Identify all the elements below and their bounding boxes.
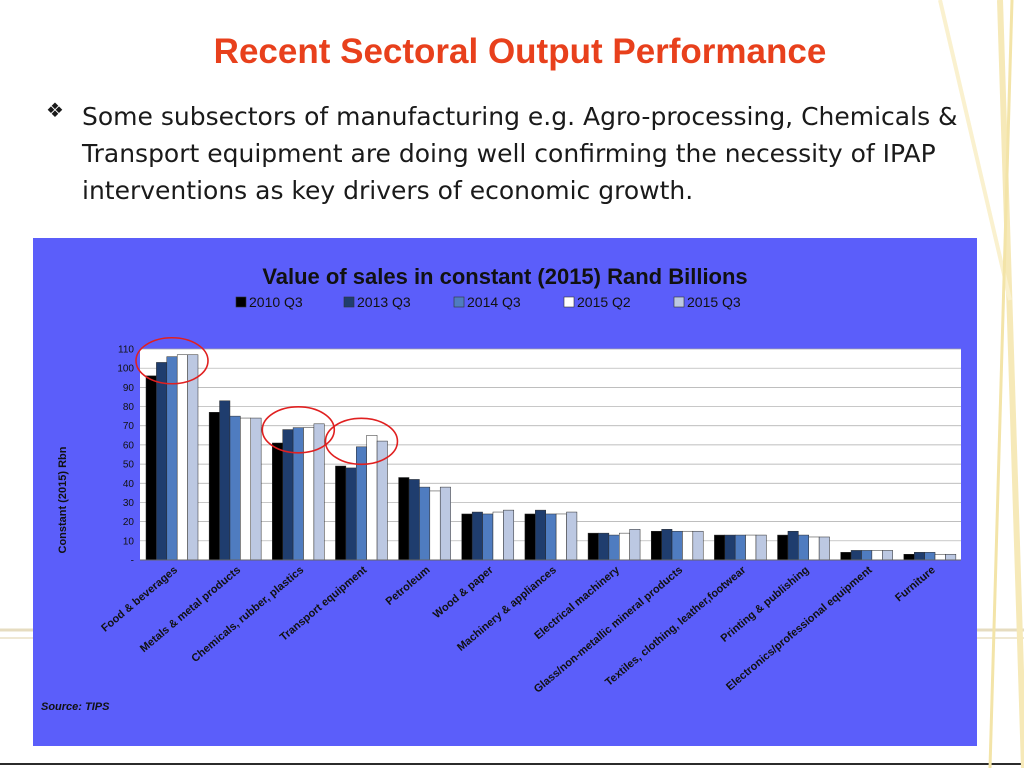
y-tick-label: 100: [117, 364, 134, 375]
sales-bar-chart: Value of sales in constant (2015) Rand B…: [33, 238, 977, 746]
bar: [745, 534, 757, 561]
bar: [461, 513, 473, 561]
diamond-bullet-icon: ❖: [46, 98, 64, 122]
bar: [934, 553, 946, 561]
bar: [250, 417, 262, 561]
bar: [840, 552, 852, 561]
legend-label: 2010 Q3: [249, 294, 303, 310]
bar: [303, 427, 315, 561]
bar: [924, 552, 936, 561]
bar: [492, 511, 504, 561]
bar: [482, 513, 494, 561]
legend-label: 2015 Q2: [577, 294, 631, 310]
bar: [398, 477, 410, 561]
bar: [945, 553, 957, 561]
bar: [229, 415, 241, 561]
highlight-circle: [324, 417, 399, 466]
y-tick-label: 110: [118, 345, 134, 356]
highlight-circle: [135, 336, 209, 385]
legend-swatch: [235, 296, 247, 308]
bar: [871, 550, 883, 561]
bar: [629, 529, 641, 561]
bar: [282, 429, 294, 561]
bar: [366, 435, 378, 561]
bar: [650, 530, 662, 561]
bar: [419, 486, 431, 561]
bar: [439, 486, 451, 561]
y-tick-label: -: [131, 556, 134, 567]
bar: [429, 490, 441, 561]
bar: [787, 530, 799, 561]
bar: [608, 534, 620, 561]
bar: [882, 550, 893, 561]
bar: [524, 513, 536, 561]
bar: [798, 534, 809, 561]
bar: [187, 354, 199, 561]
bar: [587, 532, 599, 561]
decor-line: [938, 0, 1012, 301]
bar: [861, 550, 873, 561]
bar: [714, 534, 726, 561]
decor-line: [997, 0, 1024, 768]
bar: [313, 423, 325, 561]
y-tick-label: 20: [123, 517, 135, 528]
bar: [682, 530, 694, 561]
bar: [913, 552, 925, 561]
bar: [619, 532, 630, 561]
bar: [240, 417, 252, 561]
legend-label: 2014 Q3: [467, 294, 521, 310]
legend-label: 2015 Q3: [687, 294, 741, 310]
bar: [692, 530, 704, 561]
bar: [661, 529, 673, 561]
y-tick-label: 30: [123, 498, 135, 509]
bar: [734, 534, 746, 561]
bar: [808, 536, 820, 561]
bar: [272, 442, 283, 561]
legend-swatch: [343, 296, 355, 308]
bar: [335, 465, 347, 561]
bar: [176, 354, 188, 561]
bar: [724, 534, 736, 561]
bar: [156, 362, 168, 561]
chart-title: Value of sales in constant (2015) Rand B…: [262, 264, 747, 289]
bar: [345, 467, 357, 561]
bar: [818, 536, 830, 561]
y-tick-label: 50: [123, 460, 135, 471]
legend-swatch: [673, 296, 685, 308]
bar: [166, 356, 178, 561]
slide-title: Recent Sectoral Output Performance: [213, 32, 827, 71]
chart-source: Source: TIPS: [41, 701, 110, 713]
bar: [535, 509, 546, 561]
decor-line: [988, 0, 1014, 768]
bar: [598, 532, 610, 561]
bar: [219, 400, 231, 561]
y-axis-label: Constant (2015) Rbn: [57, 446, 69, 553]
bar: [777, 534, 789, 561]
y-tick-label: 90: [123, 383, 135, 394]
bar: [850, 550, 862, 561]
bullet-text: Some subsectors of manufacturing e.g. Ag…: [82, 102, 958, 205]
bar: [471, 511, 483, 561]
y-tick-label: 70: [123, 421, 135, 432]
bar: [503, 509, 515, 561]
y-tick-label: 60: [123, 440, 135, 451]
y-tick-label: 80: [123, 402, 135, 413]
bar: [566, 511, 578, 561]
legend-swatch: [563, 296, 575, 308]
bar: [903, 553, 915, 561]
bar: [545, 513, 557, 561]
y-tick-label: 40: [123, 479, 135, 490]
legend-swatch: [453, 296, 465, 308]
bar: [208, 412, 220, 561]
bar: [292, 427, 304, 561]
legend-label: 2013 Q3: [357, 294, 411, 310]
highlight-circle: [261, 406, 336, 454]
bar: [755, 534, 767, 561]
bar: [555, 513, 567, 561]
y-tick-label: 10: [123, 536, 135, 547]
bar: [145, 375, 157, 561]
bar: [671, 530, 683, 561]
bar: [408, 479, 420, 561]
